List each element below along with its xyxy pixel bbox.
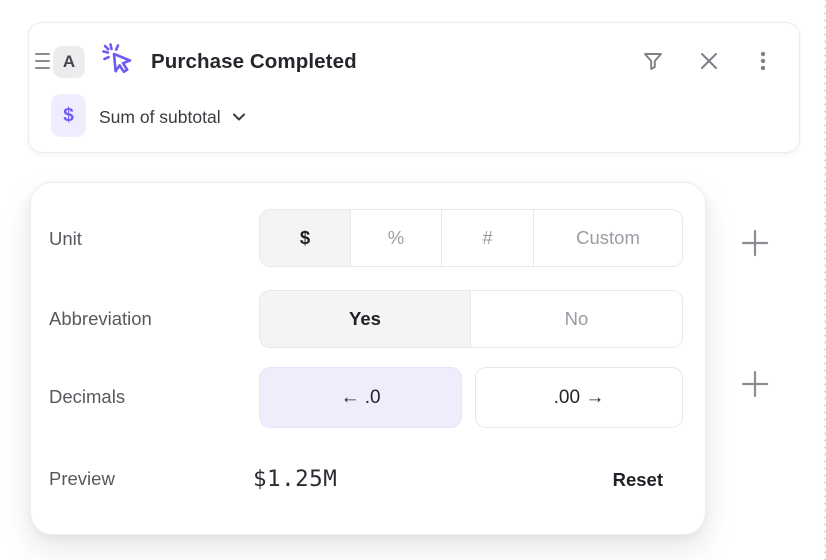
unit-option-custom[interactable]: Custom xyxy=(533,210,682,266)
unit-option-percent[interactable]: % xyxy=(350,210,441,266)
canvas-dot-grid xyxy=(820,0,826,560)
pointer-click-icon xyxy=(99,40,137,78)
add-icon[interactable] xyxy=(738,367,772,401)
abbreviation-segmented-control: Yes No xyxy=(259,290,683,348)
event-letter-badge: A xyxy=(53,46,85,78)
decimals-label: Decimals xyxy=(49,386,126,407)
close-icon[interactable] xyxy=(693,45,725,77)
event-title[interactable]: Purchase Completed xyxy=(151,50,357,73)
event-card: A Purchase Completed xyxy=(28,22,800,153)
format-panel: Unit $ % # Custom Abbreviation Yes No De… xyxy=(30,182,706,535)
filter-icon[interactable] xyxy=(637,45,669,77)
abbreviation-label: Abbreviation xyxy=(49,308,152,329)
unit-label: Unit xyxy=(49,228,82,249)
add-icon[interactable] xyxy=(738,226,772,260)
decimals-increase-button[interactable]: .00 → xyxy=(475,367,683,428)
abbreviation-option-no[interactable]: No xyxy=(470,291,682,347)
preview-label: Preview xyxy=(49,468,115,489)
reset-button[interactable]: Reset xyxy=(612,469,663,490)
metric-label: Sum of subtotal xyxy=(99,107,221,127)
unit-segmented-control: $ % # Custom xyxy=(259,209,683,267)
preview-value: $1.25M xyxy=(253,466,338,492)
chevron-down-icon xyxy=(232,113,245,121)
kebab-menu-icon[interactable] xyxy=(747,45,779,77)
metric-dropdown[interactable]: Sum of subtotal xyxy=(99,105,247,129)
metric-dollar-badge: $ xyxy=(51,94,86,137)
decimals-decrease-button[interactable]: ← .0 xyxy=(259,367,462,428)
unit-option-number[interactable]: # xyxy=(441,210,533,266)
abbreviation-option-yes[interactable]: Yes xyxy=(260,291,470,347)
drag-handle-icon[interactable] xyxy=(35,53,50,69)
unit-option-dollar[interactable]: $ xyxy=(260,210,350,266)
